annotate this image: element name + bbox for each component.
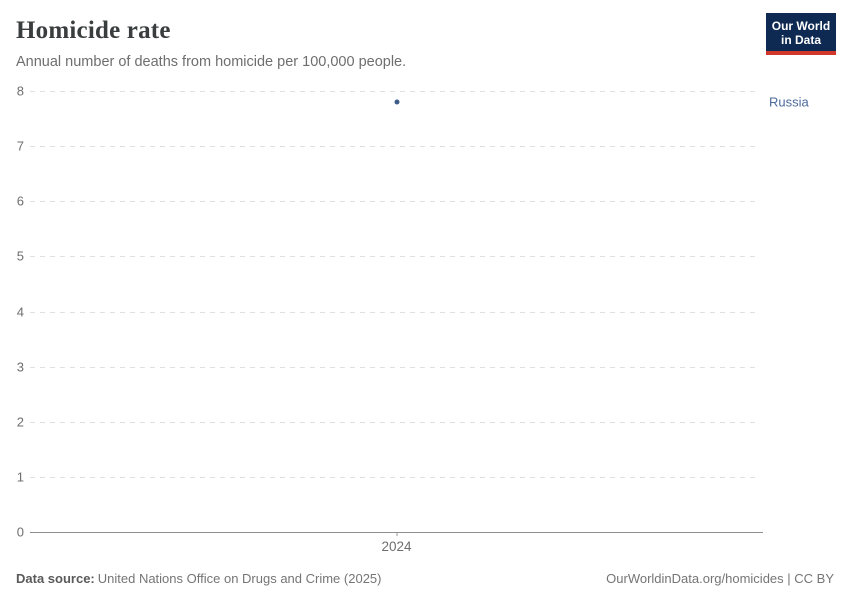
gridline-6	[30, 201, 758, 203]
gridline-7	[30, 146, 758, 148]
chart-header: Homicide rate Annual number of deaths fr…	[16, 16, 750, 71]
y-tick-label-7: 7	[16, 138, 24, 154]
data-source: Data source: United Nations Office on Dru…	[16, 571, 381, 587]
gridline-4	[30, 311, 758, 313]
attribution-link[interactable]: OurWorldinData.org/homicides | CC BY	[606, 571, 834, 586]
y-tick-label-1: 1	[16, 469, 24, 485]
entity-label-russia[interactable]: Russia	[769, 94, 809, 110]
chart-title: Homicide rate	[16, 17, 171, 44]
y-tick-label-3: 3	[16, 359, 24, 375]
y-tick-label-4: 4	[16, 304, 24, 319]
gridline-5	[30, 256, 758, 258]
y-tick-label-2: 2	[16, 414, 24, 430]
y-tick-label-8: 8	[16, 83, 24, 99]
y-tick-label-6: 6	[16, 193, 24, 209]
gridline-8	[30, 91, 758, 92]
gridline-1	[30, 476, 758, 478]
data-point-russia-2024[interactable]	[394, 99, 399, 105]
owid-logo[interactable]: Our World in Data	[766, 13, 836, 55]
gridline-2	[30, 421, 758, 423]
y-tick-label-5: 5	[16, 248, 24, 264]
x-tick-label-2024: 2024	[381, 539, 412, 554]
y-tick-label-0: 0	[16, 524, 24, 540]
gridline-3	[30, 366, 758, 368]
data-source-label: Data source:	[16, 571, 95, 586]
y-axis: 0 1 2 3 4 5 6 7 8	[0, 84, 24, 540]
data-source-value: United Nations Office on Drugs and Crime…	[97, 571, 382, 586]
plot-area: Russia 2024	[30, 91, 809, 554]
owid-logo-line2: in Data	[780, 33, 821, 47]
chart-footer: Data source: United Nations Office on Dru…	[16, 571, 834, 587]
x-tick-mark-2024	[396, 532, 397, 536]
owid-logo-line1: Our World	[771, 19, 831, 33]
chart-subtitle: Annual number of deaths from homicide pe…	[16, 54, 407, 70]
